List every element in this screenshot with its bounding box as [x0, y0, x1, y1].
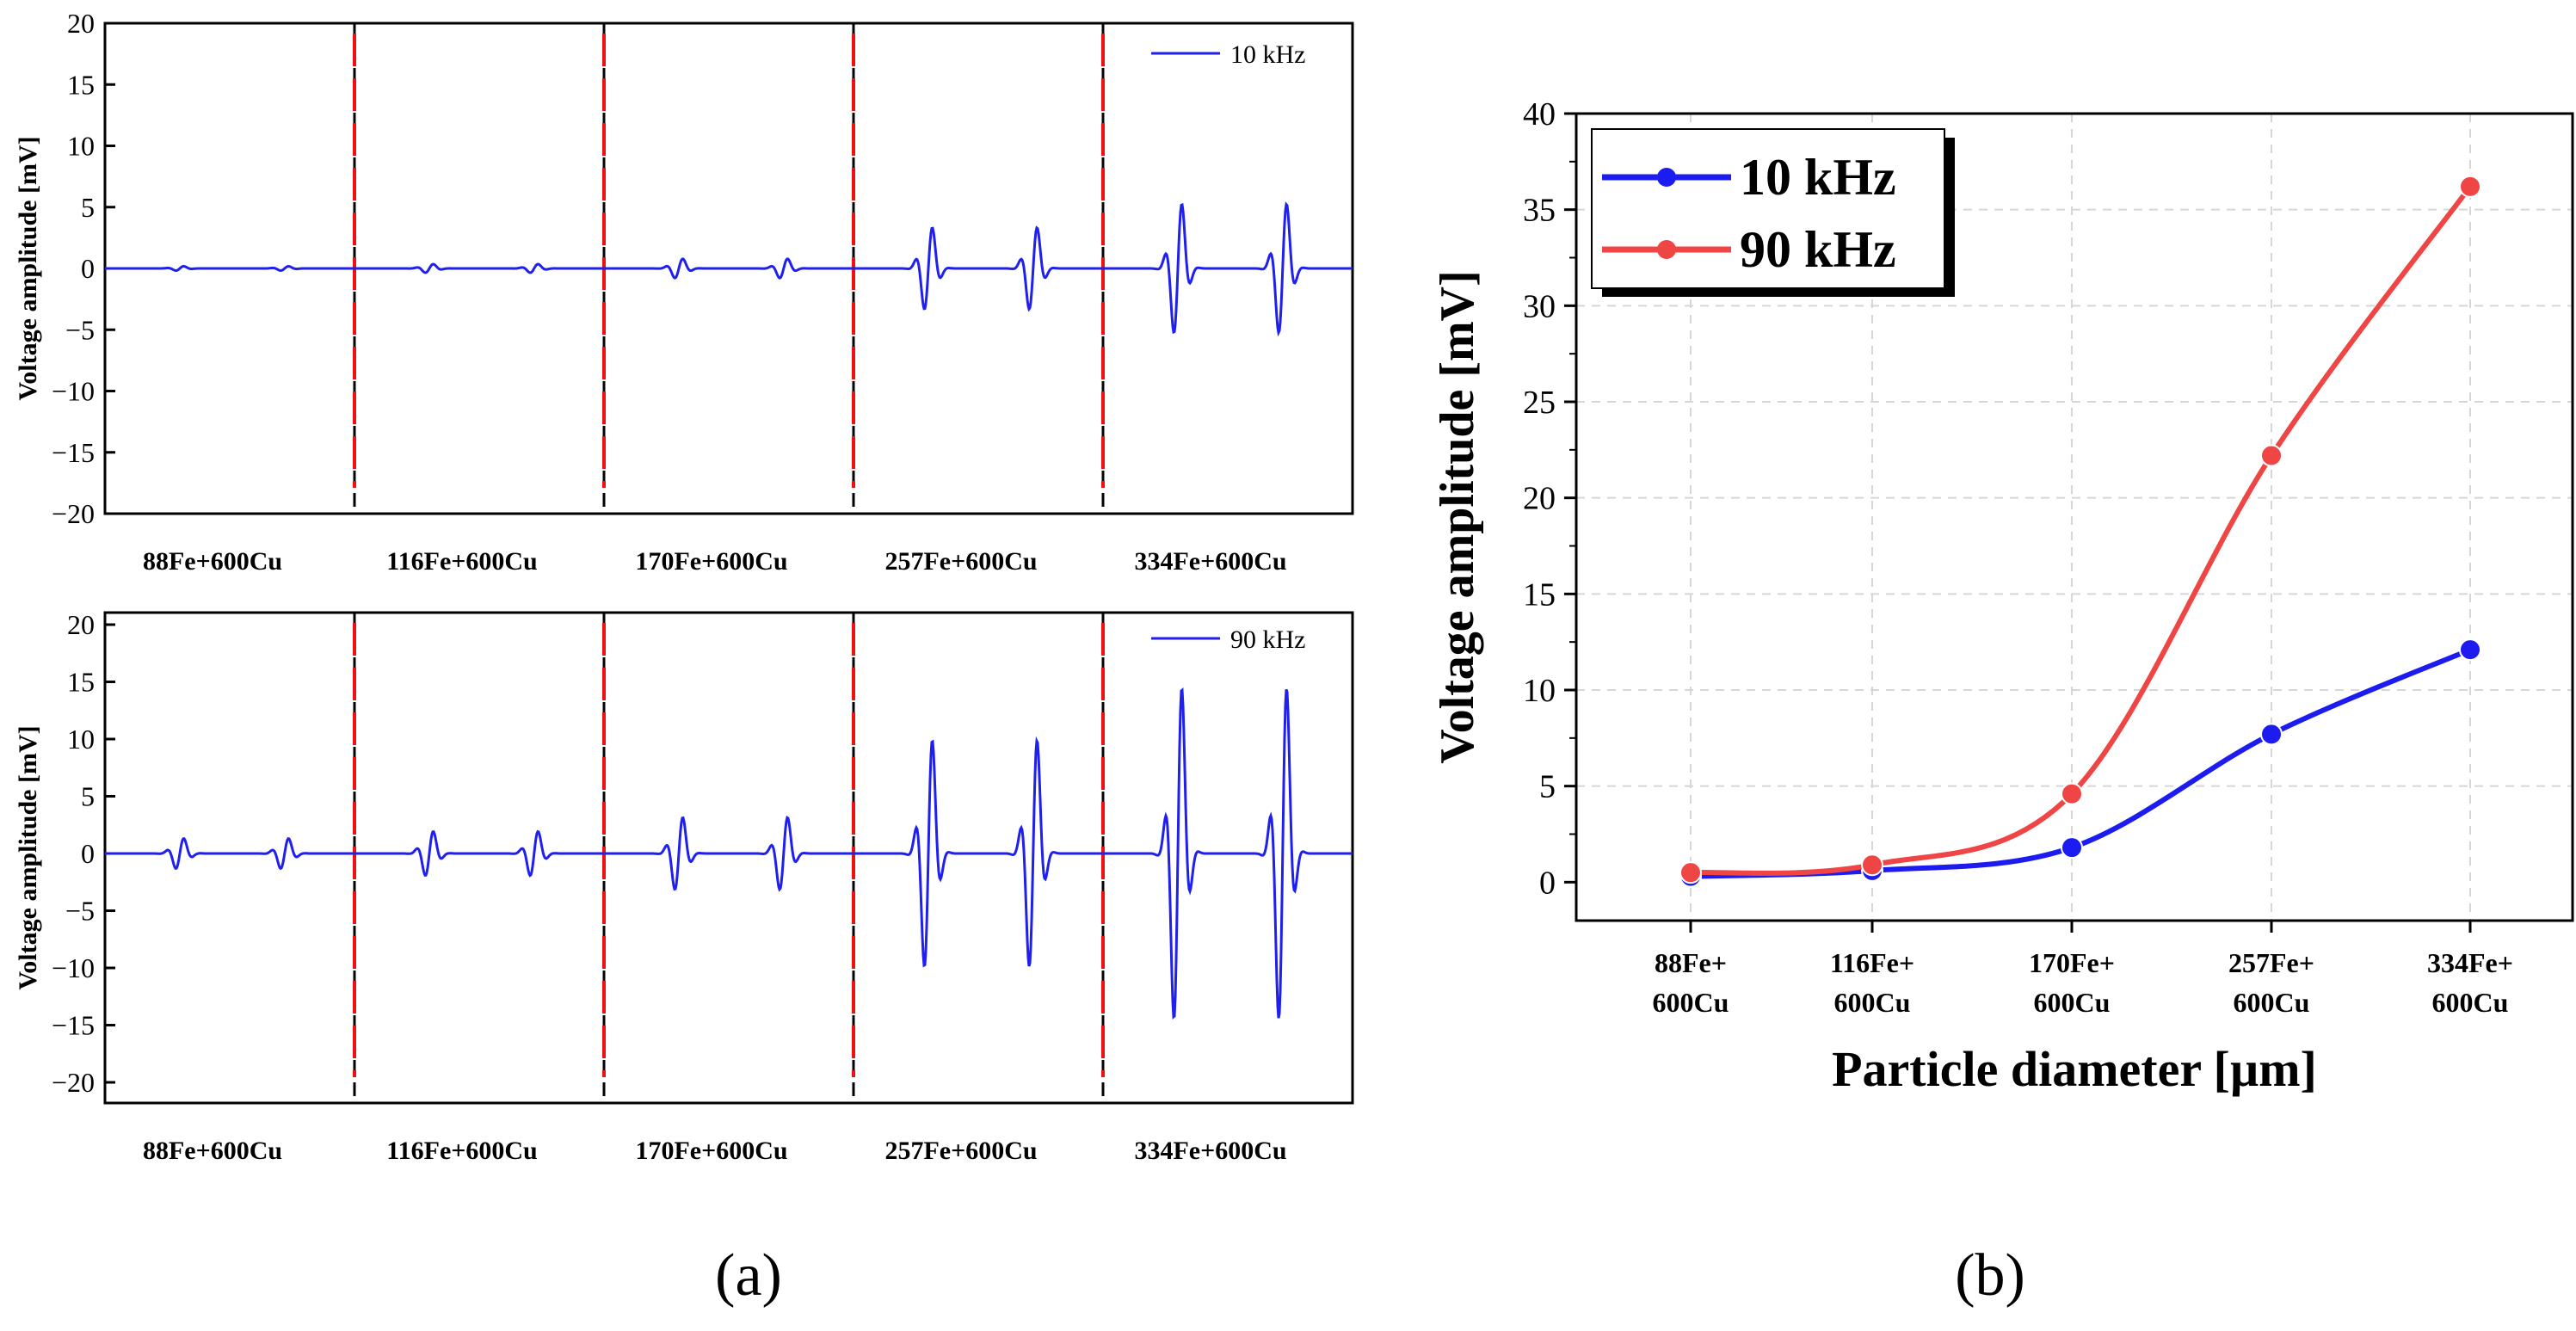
panel-a-bottom-frame	[103, 611, 1354, 1105]
panel-b-x-tick-label-line2: 600Cu	[1653, 987, 1729, 1018]
panel-a-top-y-tick-label: 5	[81, 192, 95, 223]
panel-a-top-y-tick-label: 20	[67, 8, 95, 39]
panel-b-y-tick-label: 15	[1523, 576, 1556, 613]
panel-b-point-10khz	[2061, 836, 2083, 860]
panel-a-top-categories: 88Fe+600Cu 116Fe+600Cu 170Fe+600Cu 257Fe+60…	[143, 547, 1287, 576]
panel-b-series	[1679, 175, 2481, 888]
panel-a-bottom-y-tick-label: 5	[81, 781, 95, 812]
panel-b-y-tick-label: 10	[1523, 673, 1556, 709]
panel-a-caption: (a)	[715, 1242, 782, 1309]
panel-a-bottom-dividers	[353, 613, 1105, 1103]
panel-a-top-category-label: 170Fe+600Cu	[635, 547, 787, 576]
panel-b-x-tick-label-line1: 170Fe+	[2029, 947, 2115, 978]
panel-b-legend: 10 kHz 90 kHz	[1591, 128, 1955, 297]
panel-a-bottom-y-tick-label: −10	[52, 952, 95, 983]
panel-b-x-tick-label-line2: 600Cu	[2432, 987, 2509, 1018]
panel-b-frame	[1575, 112, 2574, 922]
panel-b-x-tick-label-line1: 116Fe+	[1830, 947, 1914, 978]
panel-b-y-tick-label: 25	[1523, 385, 1556, 421]
panel-a-bottom-category-label: 257Fe+600Cu	[884, 1137, 1037, 1165]
panel-b-x-tick-label-line2: 600Cu	[1834, 987, 1911, 1018]
panel-b-y-tick-label: 20	[1523, 481, 1556, 517]
panel-a-bottom-y-label: Voltage amplitude [mV]	[14, 725, 42, 989]
panel-a-bottom-y-axis: 20 15 10 5 0 −5 −10 −15 −20	[52, 609, 115, 1098]
panel-a-top-y-axis: 20 15 10 5 0 −5 −10 −15 −20	[52, 8, 115, 529]
panel-b-y-tick-label: 30	[1523, 288, 1556, 324]
panel-b-series-line-90khz	[1690, 185, 2473, 876]
panel-a-bottom-y-tick-label: −15	[52, 1010, 95, 1041]
panel-a-top-y-tick-label: 10	[67, 131, 95, 162]
panel-a-top-y-tick-label: 15	[67, 69, 95, 100]
panel-a-top-category-label: 257Fe+600Cu	[884, 547, 1037, 576]
panel-b-point-90khz	[2061, 782, 2083, 805]
panel-b-point-90khz	[2260, 444, 2283, 467]
panel-a-bottom-y-tick-label: −5	[65, 896, 95, 927]
panel-b-x-tick-label-line1: 334Fe+	[2427, 947, 2513, 978]
panel-a-bottom-y-tick-label: 10	[67, 724, 95, 755]
panel-a-bottom: 20 15 10 5 0 −5 −10 −15 −20 90 kHz Voltage ampli…	[14, 609, 1354, 1165]
panel-b-legend-label-10khz: 10 kHz	[1740, 149, 1896, 206]
panel-a-top-category-label: 334Fe+600Cu	[1134, 547, 1286, 576]
panel-b-x-tick-label-line1: 88Fe+	[1655, 947, 1727, 978]
panel-b-y-tick-label: 35	[1523, 193, 1556, 229]
panel-b-legend-box	[1591, 128, 1945, 289]
panel-b-y-axis: 0 5 10 15 20 25 30 35 40	[1523, 96, 1576, 901]
panel-b-legend-marker-10khz	[1657, 168, 1676, 187]
panel-a-top-y-tick-label: −15	[52, 437, 95, 468]
panel-a-bottom-y-tick-label: 20	[67, 609, 95, 640]
panel-a-top-y-tick-label: 0	[81, 253, 95, 284]
panel-b-legend-marker-90khz	[1657, 240, 1676, 259]
panel-b-x-tick-label-line2: 600Cu	[2034, 987, 2111, 1018]
panel-a-top-legend-label: 10 kHz	[1230, 40, 1305, 69]
panel-a-top-category-label: 88Fe+600Cu	[143, 547, 282, 576]
panel-b-y-tick-label: 0	[1539, 865, 1556, 901]
panel-a-bottom-categories: 88Fe+600Cu 116Fe+600Cu 170Fe+600Cu 257Fe+60…	[143, 1137, 1287, 1165]
panel-b-legend-label-90khz: 90 kHz	[1740, 221, 1896, 278]
panel-b-y-tick-label: 40	[1523, 96, 1556, 132]
panel-b: 0 5 10 15 20 25 30 35 40 88Fe+ 600Cu 116Fe+ 600Cu 17…	[1431, 96, 2574, 1097]
panel-a-top-y-tick-label: −5	[65, 314, 95, 345]
panel-b-point-90khz	[2459, 175, 2481, 198]
panel-a-bottom-trace	[105, 687, 1353, 1020]
panel-a-bottom-category-label: 116Fe+600Cu	[386, 1137, 537, 1165]
panel-a-bottom-y-tick-label: 15	[67, 667, 95, 698]
panel-b-y-label: Voltage amplitude [mV]	[1431, 270, 1484, 763]
panel-b-point-90khz	[1861, 853, 1883, 877]
panel-a-top: 20 15 10 5 0 −5 −10 −15 −20 10 kHz Voltage ampli…	[14, 8, 1354, 576]
panel-b-x-tick-label-line2: 600Cu	[2234, 987, 2310, 1018]
panel-a-top-category-label: 116Fe+600Cu	[386, 547, 537, 576]
panel-b-point-10khz	[2459, 638, 2481, 662]
panel-a-bottom-y-tick-label: −20	[52, 1067, 95, 1098]
panel-a-bottom-category-label: 334Fe+600Cu	[1134, 1137, 1286, 1165]
panel-a-top-y-tick-label: −20	[52, 498, 95, 529]
panel-a-bottom-y-tick-label: 0	[81, 838, 95, 869]
panel-a-top-trace	[105, 201, 1353, 337]
panel-a-top-y-label: Voltage amplitude [mV]	[14, 136, 42, 400]
panel-a-bottom-category-label: 88Fe+600Cu	[143, 1137, 282, 1165]
panel-a-top-y-tick-label: −10	[52, 376, 95, 407]
panel-a-bottom-legend-label: 90 kHz	[1230, 625, 1305, 654]
panel-b-caption: (b)	[1955, 1242, 2025, 1309]
panel-a-top-dividers	[353, 23, 1105, 514]
panel-b-y-tick-label: 5	[1539, 769, 1556, 805]
panel-b-point-90khz	[1679, 861, 1702, 884]
panel-b-x-label: Particle diameter [µm]	[1832, 1041, 2317, 1097]
panel-b-x-tick-label-line1: 257Fe+	[2228, 947, 2314, 978]
panel-b-point-10khz	[2260, 723, 2283, 746]
panel-b-x-axis: 88Fe+ 600Cu 116Fe+ 600Cu 170Fe+ 600Cu 257Fe+ 60…	[1653, 921, 2513, 1018]
panel-a-bottom-category-label: 170Fe+600Cu	[635, 1137, 787, 1165]
